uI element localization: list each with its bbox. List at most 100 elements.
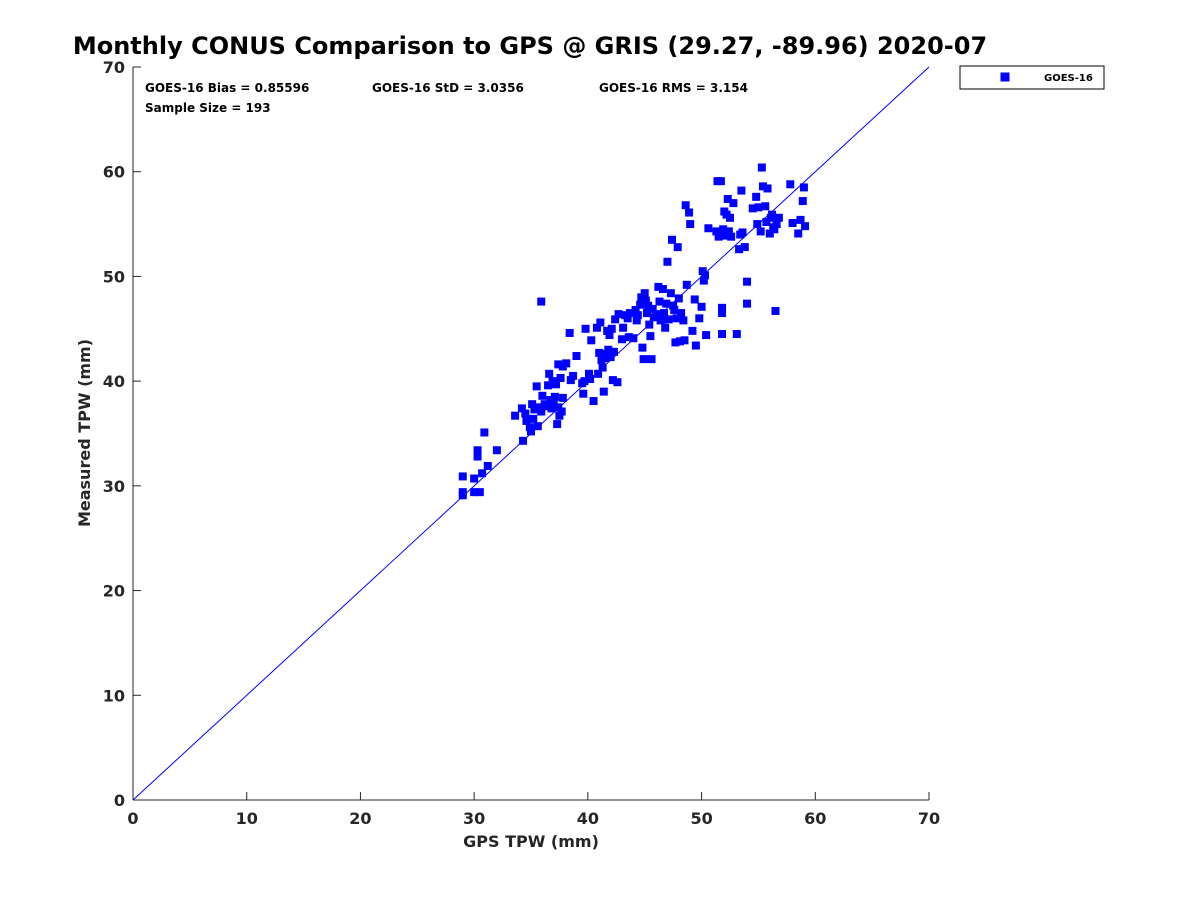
data-point — [532, 382, 541, 391]
data-point — [679, 316, 688, 325]
data-point — [721, 231, 730, 240]
data-point — [761, 202, 770, 211]
data-point — [729, 199, 738, 208]
data-point — [492, 446, 501, 455]
data-point — [556, 374, 565, 383]
data-point — [768, 210, 777, 219]
data-point — [617, 335, 626, 344]
data-point — [756, 227, 765, 236]
data-point — [598, 363, 607, 372]
data-point — [757, 163, 766, 172]
data-point — [558, 393, 567, 402]
data-point — [557, 407, 566, 416]
data-point — [537, 297, 546, 306]
x-tick-label: 60 — [804, 809, 826, 828]
data-point — [727, 232, 736, 241]
data-point — [521, 409, 530, 418]
data-point — [704, 224, 713, 233]
data-point — [552, 380, 561, 389]
data-point — [565, 328, 574, 337]
data-point — [712, 227, 721, 236]
data-point — [605, 331, 614, 340]
data-point — [632, 316, 641, 325]
data-point — [723, 194, 732, 203]
data-point — [579, 389, 588, 398]
data-point — [592, 323, 601, 332]
data-point — [658, 284, 667, 293]
data-point — [681, 201, 690, 210]
data-point — [763, 184, 772, 193]
data-point — [753, 220, 762, 229]
y-tick-label: 70 — [103, 58, 125, 77]
y-tick-label: 20 — [103, 582, 125, 601]
data-point — [631, 305, 640, 314]
data-point — [600, 354, 609, 363]
data-point — [534, 403, 543, 412]
data-point — [645, 320, 654, 329]
data-point — [680, 336, 689, 345]
data-point — [553, 420, 562, 429]
data-point — [581, 324, 590, 333]
data-point — [662, 299, 671, 308]
data-point — [655, 297, 664, 306]
data-point — [599, 387, 608, 396]
data-point — [572, 352, 581, 361]
y-axis-label: Measured TPW (mm) — [75, 339, 94, 527]
data-point — [529, 414, 538, 423]
data-point — [525, 423, 534, 432]
data-point — [637, 293, 646, 302]
data-point — [562, 359, 571, 368]
x-tick-label: 30 — [463, 809, 485, 828]
data-point — [677, 309, 686, 318]
data-point — [554, 403, 563, 412]
x-tick-label: 0 — [127, 809, 138, 828]
data-point — [675, 337, 684, 346]
data-point — [673, 243, 682, 252]
data-point — [738, 228, 747, 237]
data-point — [642, 309, 651, 318]
data-point — [735, 245, 744, 254]
y-tick-label: 30 — [103, 477, 125, 496]
data-point — [652, 310, 661, 319]
data-point — [566, 376, 575, 385]
x-tick-label: 10 — [236, 809, 258, 828]
data-point — [798, 197, 807, 206]
data-point — [682, 280, 691, 289]
stat-std: GOES-16 StD = 3.0356 — [372, 81, 524, 95]
data-point — [473, 446, 482, 455]
data-point — [765, 229, 774, 238]
data-point — [669, 301, 678, 310]
data-point — [594, 369, 603, 378]
data-point — [686, 220, 695, 229]
plot-area: 0 10 20 30 40 50 60 70 0 10 20 30 40 50 60 70 — [103, 58, 940, 828]
data-point — [668, 235, 677, 244]
data-point — [640, 289, 649, 298]
data-point — [654, 282, 663, 291]
data-point — [743, 299, 752, 308]
data-point — [700, 271, 709, 280]
data-point — [483, 461, 492, 470]
y-tick-label: 50 — [103, 267, 125, 286]
data-point — [458, 472, 467, 481]
data-point — [663, 257, 672, 266]
data-point — [554, 360, 563, 369]
x-tick-label: 20 — [349, 809, 371, 828]
data-point — [732, 330, 741, 339]
data-point — [661, 323, 670, 332]
data-point — [608, 376, 617, 385]
data-point — [639, 355, 648, 364]
data-point — [718, 303, 727, 312]
data-point — [786, 180, 795, 189]
data-point — [519, 436, 528, 445]
data-point — [641, 296, 650, 305]
data-point — [589, 397, 598, 406]
data-point — [762, 217, 771, 226]
data-point — [624, 333, 633, 342]
data-point — [646, 332, 655, 341]
data-point — [613, 378, 622, 387]
data-point — [625, 309, 634, 318]
data-point — [610, 347, 619, 356]
data-point — [748, 204, 757, 213]
data-point — [758, 182, 767, 191]
